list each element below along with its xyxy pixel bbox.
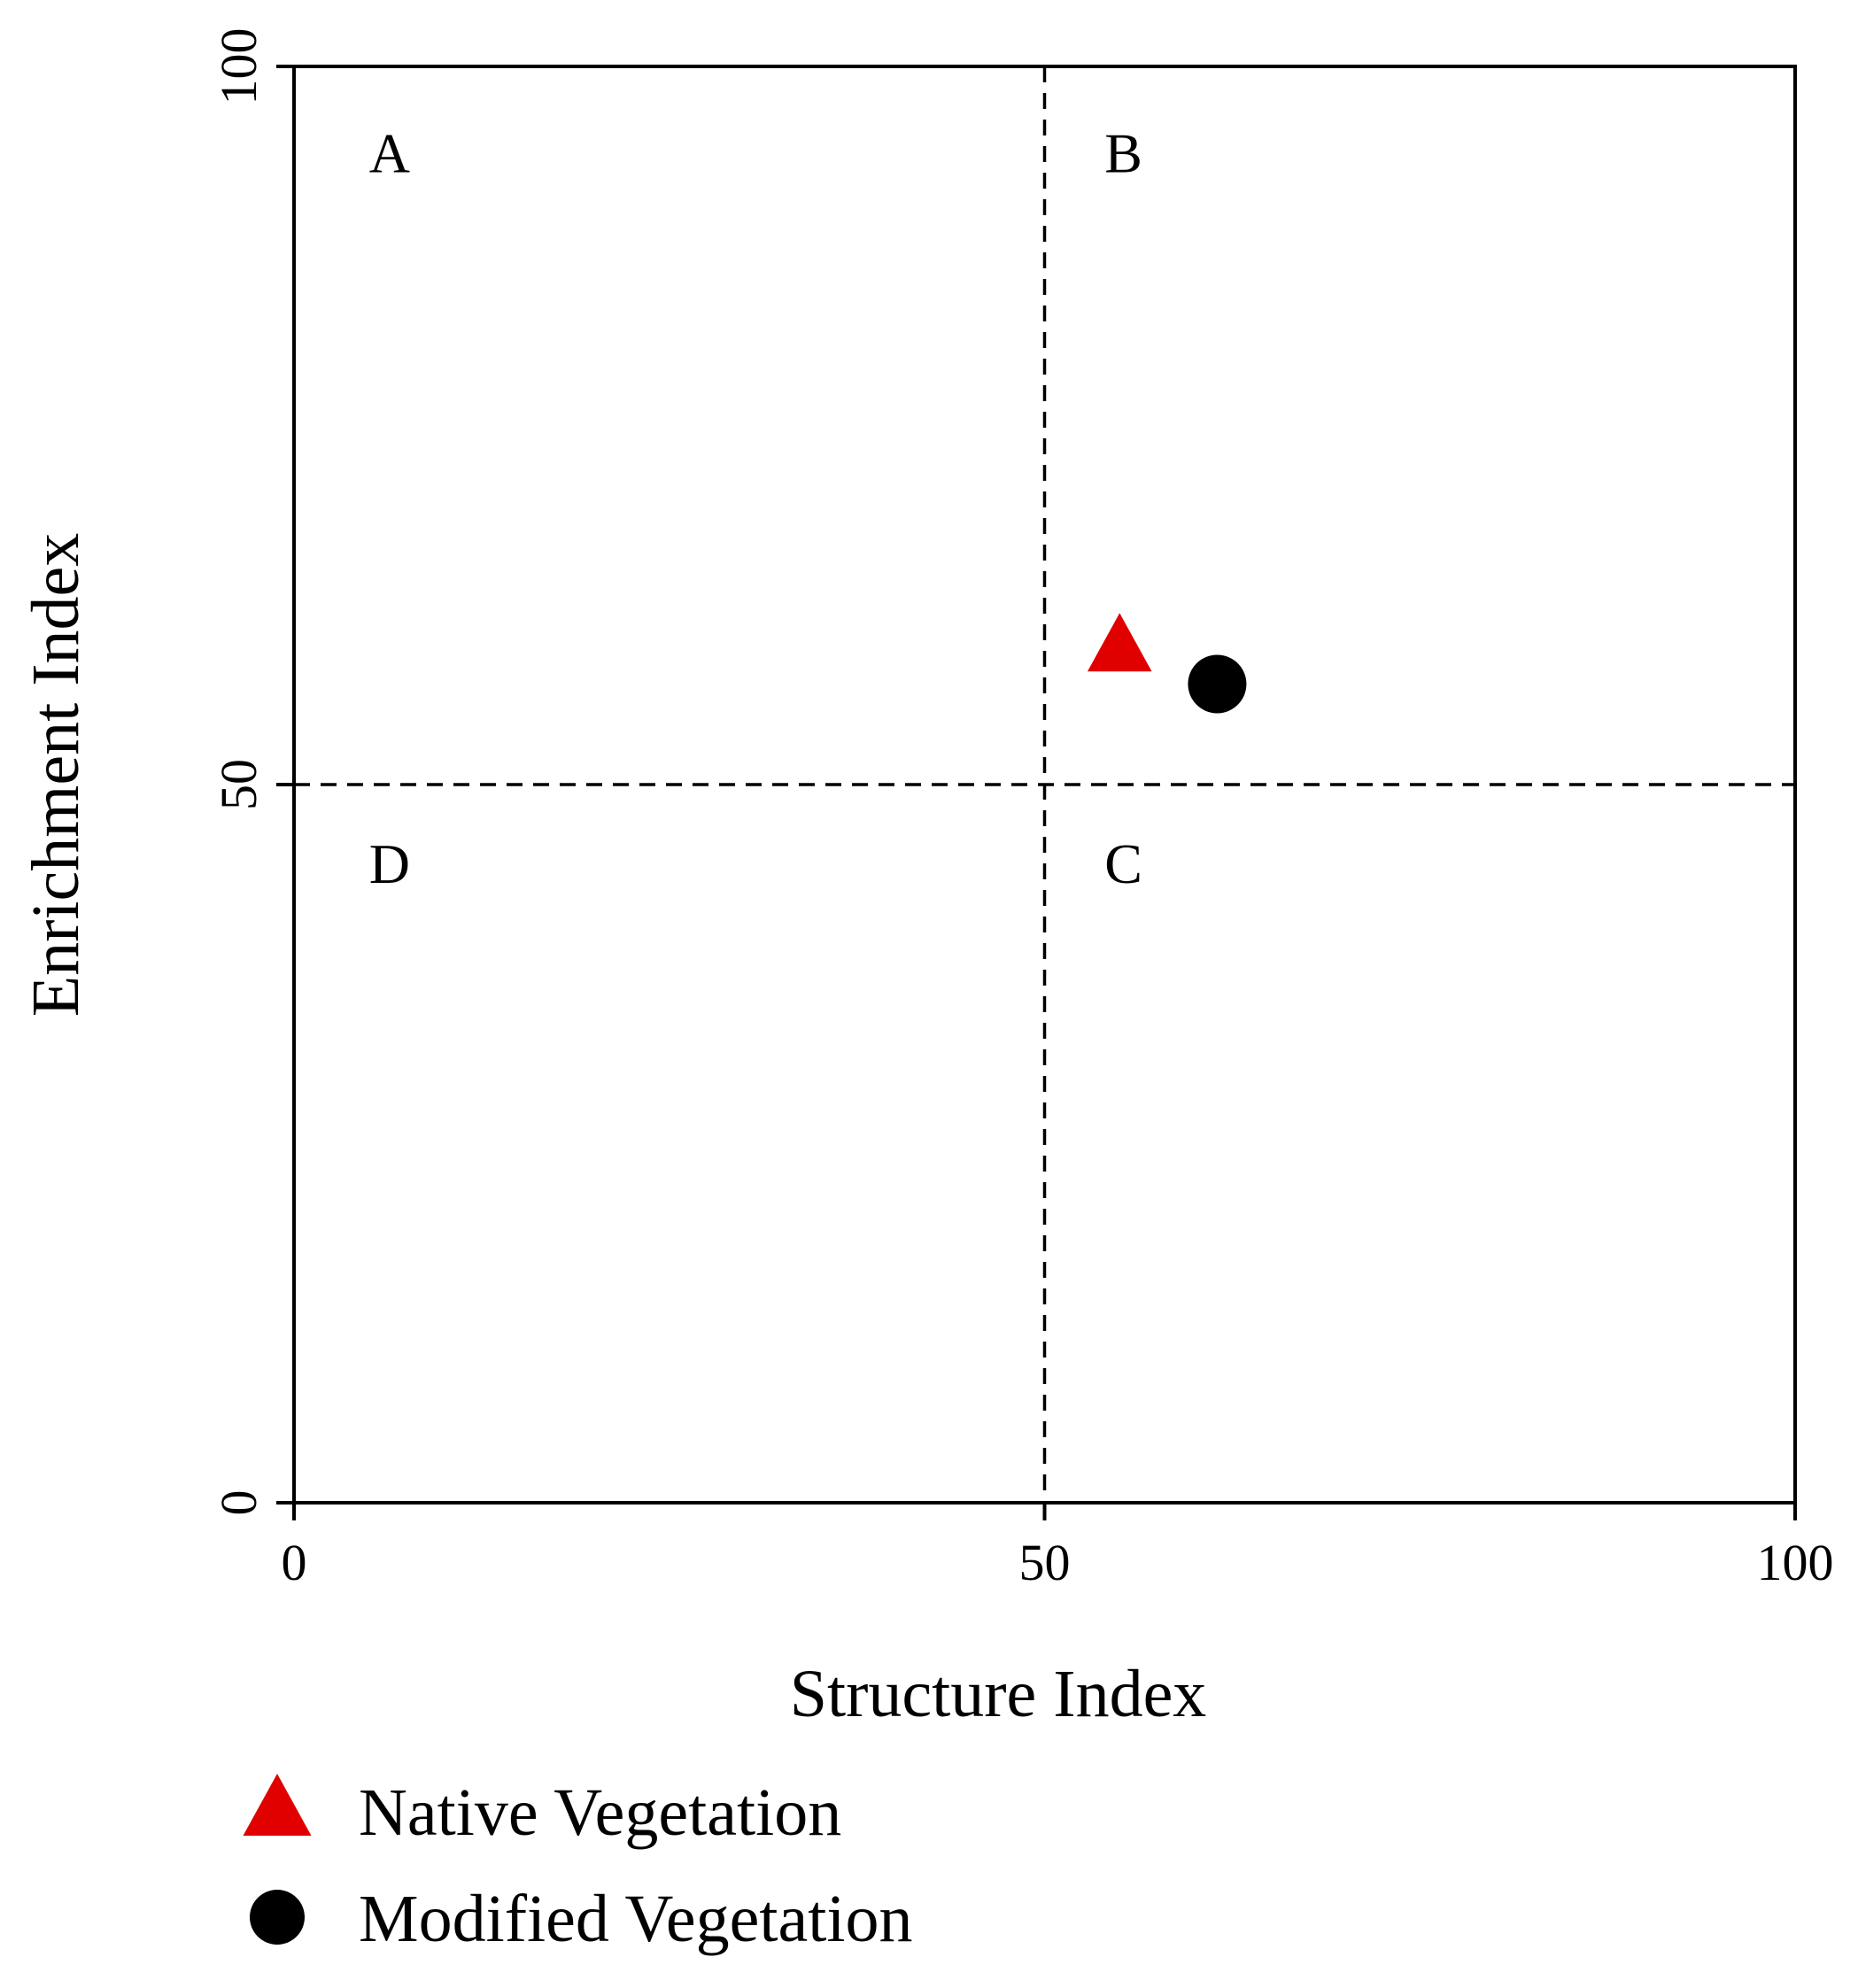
x-tick-label: 50 (1019, 1534, 1071, 1591)
y-tick-label: 100 (210, 28, 267, 105)
quadrant-labels: A B C D (369, 121, 1142, 895)
x-tick-label: 100 (1757, 1534, 1834, 1591)
quadrant-label-d: D (369, 832, 410, 895)
data-points (1087, 613, 1247, 714)
x-axis-title: Structure Index (790, 1657, 1207, 1731)
modified-vegetation-point (1188, 654, 1247, 714)
axis-ticks: 0 50 100 0 50 100 (210, 28, 1834, 1592)
legend-label: Native Vegetation (359, 1775, 841, 1850)
legend-circle-marker (250, 1890, 305, 1945)
native-vegetation-point (1087, 613, 1152, 672)
x-tick-label: 0 (282, 1534, 307, 1591)
quadrant-label-a: A (369, 121, 410, 184)
quadrant-label-b: B (1104, 121, 1142, 184)
y-tick-label: 0 (210, 1490, 267, 1516)
legend-label: Modified Vegetation (359, 1882, 912, 1956)
legend: Native Vegetation Modified Vegetation (243, 1774, 912, 1956)
quadrant-label-c: C (1104, 832, 1142, 895)
y-tick-label: 50 (210, 759, 267, 810)
reference-lines (294, 66, 1795, 1503)
legend-triangle-marker (243, 1774, 312, 1836)
y-axis-title: Enrichment Index (19, 533, 93, 1017)
